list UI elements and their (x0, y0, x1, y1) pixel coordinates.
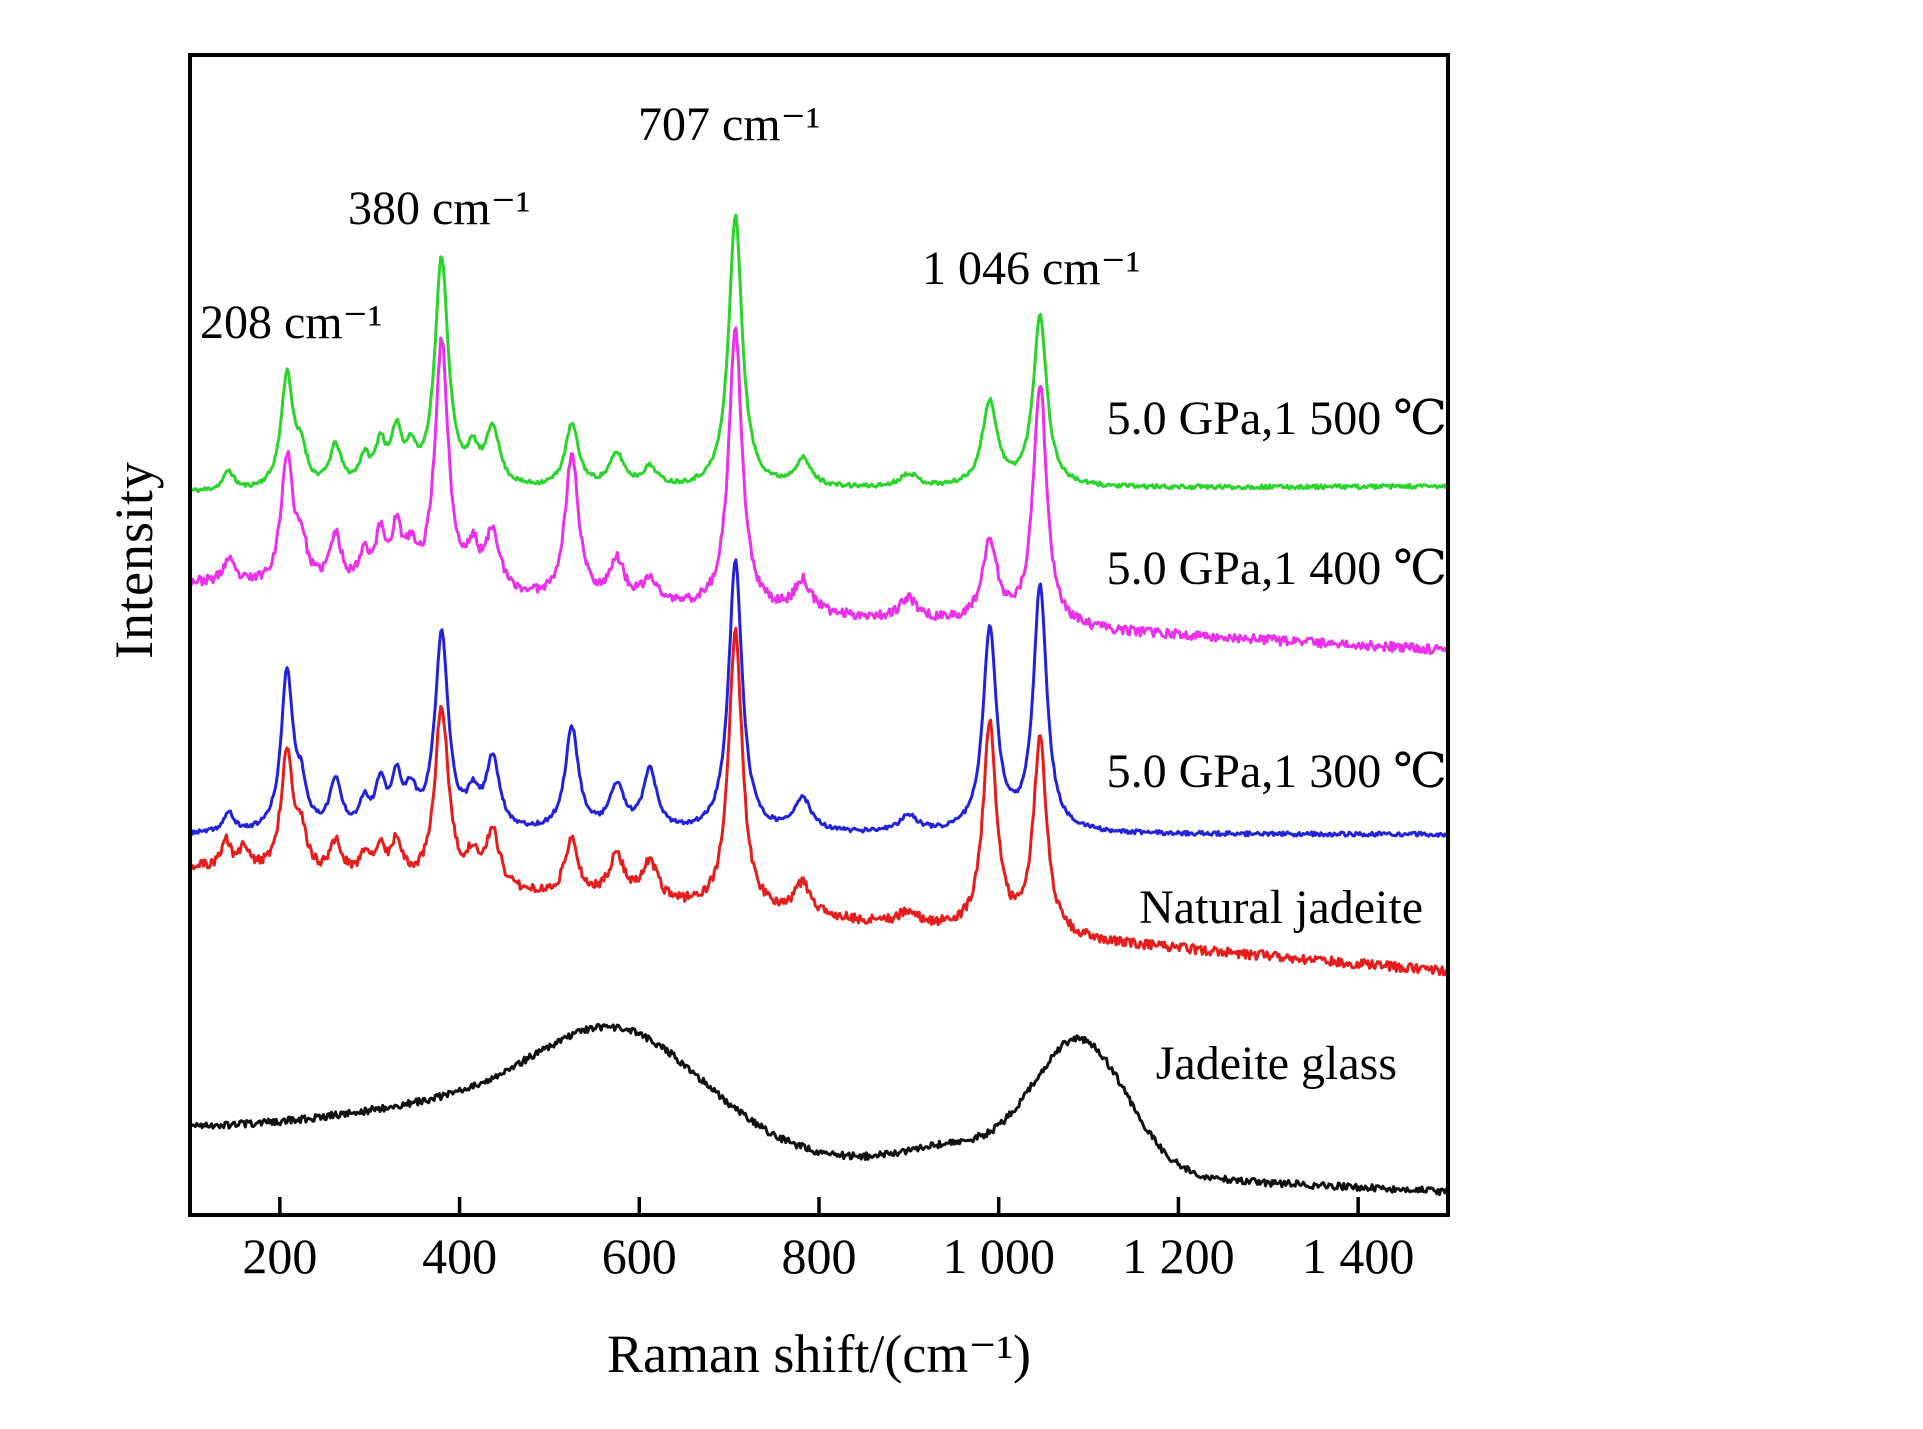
x-tick-label: 600 (602, 1228, 677, 1284)
peak-annotation-707: 707 cm⁻¹ (638, 98, 821, 151)
peak-annotation-1046: 1 046 cm⁻¹ (922, 242, 1141, 295)
spectrum-curve-1 (188, 326, 1450, 655)
series-label-5gpa-1300c: 5.0 GPa,1 300 ℃ (1106, 745, 1447, 798)
series-label-5gpa-1500c: 5.0 GPa,1 500 ℃ (1106, 392, 1447, 445)
peak-annotation-380: 380 cm⁻¹ (348, 182, 531, 235)
x-tick-label: 200 (242, 1228, 317, 1284)
x-tick-label: 1 400 (1302, 1228, 1415, 1284)
x-axis-title: Raman shift/(cm⁻¹) (606, 1324, 1032, 1384)
spectrum-curve-4 (188, 1022, 1450, 1197)
x-tick-label: 1 000 (942, 1228, 1055, 1284)
x-tick-label: 1 200 (1122, 1228, 1235, 1284)
x-tick-label: 800 (782, 1228, 857, 1284)
series-label-jadeite-glass: Jadeite glass (1155, 1037, 1397, 1090)
spectrum-curve-2 (188, 558, 1450, 838)
series-label-natural-jadeite: Natural jadeite (1139, 881, 1423, 934)
y-axis-title: Intensity (104, 461, 164, 659)
spectrum-curve-0 (188, 213, 1450, 494)
x-tick-label: 400 (422, 1228, 497, 1284)
peak-annotation-208: 208 cm⁻¹ (200, 296, 383, 349)
series-label-5gpa-1400c: 5.0 GPa,1 400 ℃ (1106, 542, 1447, 595)
spectrum-curve-3 (188, 626, 1450, 977)
